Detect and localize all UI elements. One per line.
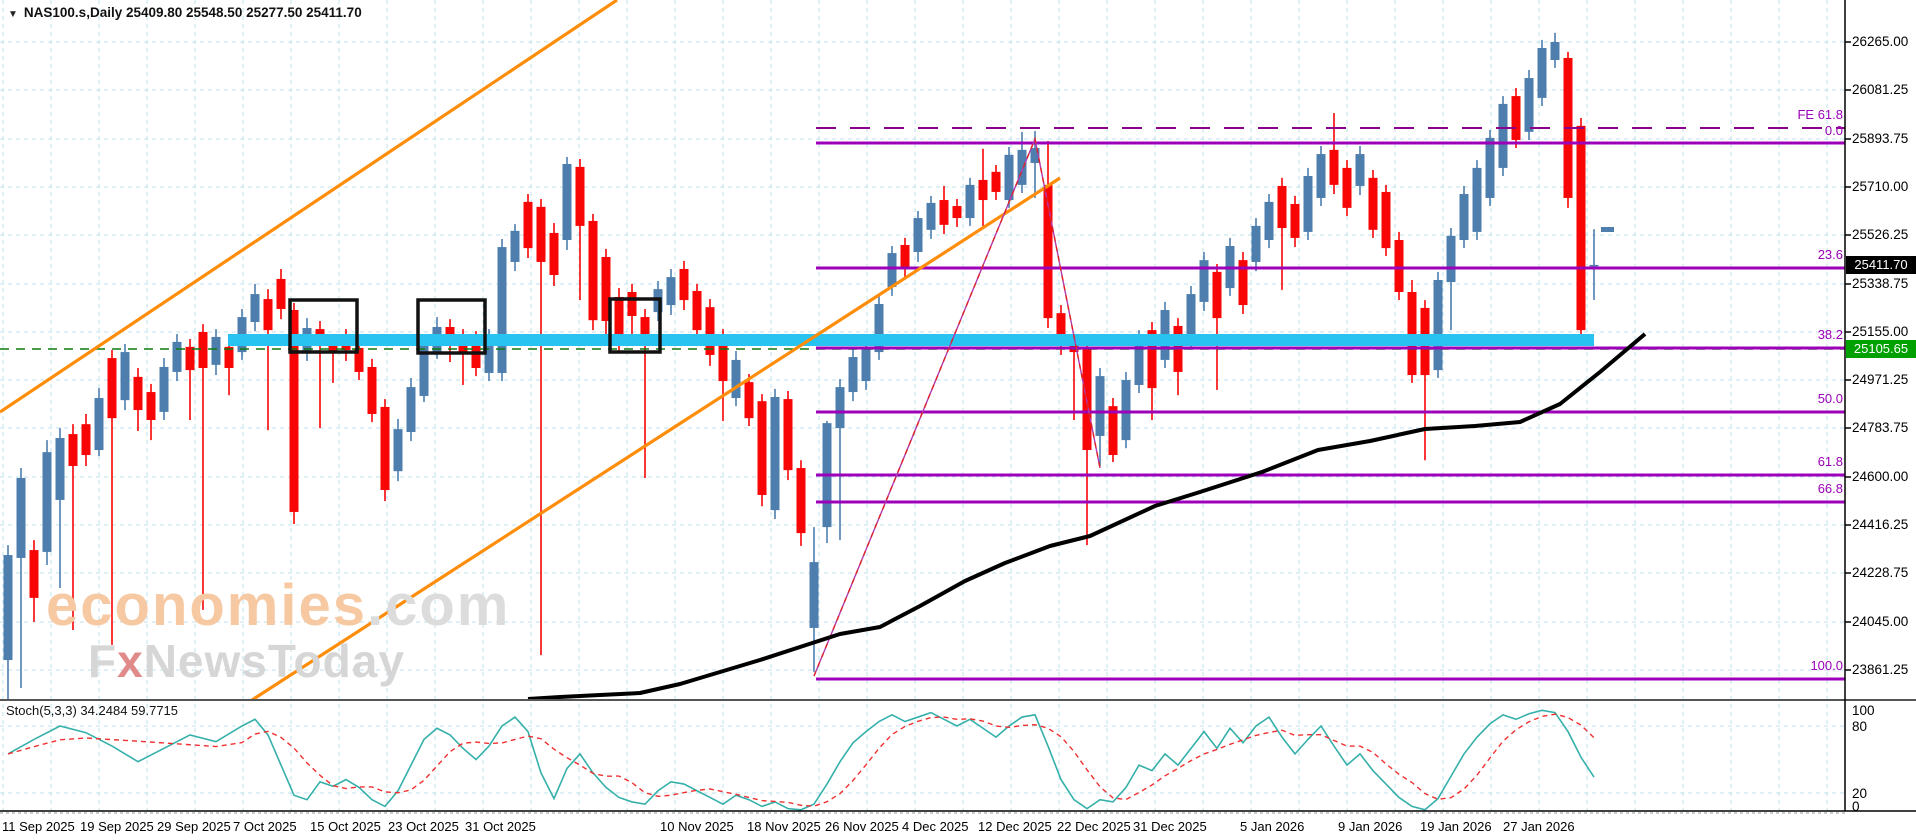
stoch-scale-label: 0 xyxy=(1852,799,1860,814)
date-axis-label[interactable]: 19 Jan 2026 xyxy=(1420,819,1492,834)
price-axis-tick: 24600.00 xyxy=(1852,469,1909,484)
stoch-scale-label: 80 xyxy=(1852,719,1868,734)
price-axis-tick: 24783.75 xyxy=(1852,420,1909,435)
price-axis-tick: 24971.25 xyxy=(1852,372,1909,387)
watermark-subtitle: FxNewsToday xyxy=(88,635,405,687)
price-axis-tick: 24228.75 xyxy=(1852,565,1909,580)
date-axis-label[interactable]: 15 Oct 2025 xyxy=(310,819,381,834)
quote-line: ▼ NAS100.s,Daily 25409.80 25548.50 25277.… xyxy=(8,5,362,22)
price-axis-tick: 24416.25 xyxy=(1852,517,1909,532)
date-axis-label[interactable]: 10 Nov 2025 xyxy=(660,819,734,834)
quote-text: NAS100.s,Daily 25409.80 25548.50 25277.5… xyxy=(23,5,362,20)
fx-cross-icon: x xyxy=(117,635,144,687)
price-axis-tick: 25526.25 xyxy=(1852,227,1909,242)
watermark-domain: .com xyxy=(367,573,511,638)
current-price-tag: 25411.70 xyxy=(1846,256,1916,274)
price-axis-tick: 26265.00 xyxy=(1852,34,1909,49)
date-axis-label[interactable]: 12 Dec 2025 xyxy=(978,819,1052,834)
fib-level-label: 50.0 xyxy=(1817,391,1843,406)
date-axis-label[interactable]: 29 Sep 2025 xyxy=(157,819,231,834)
fib-level-label: 66.8 xyxy=(1817,481,1843,496)
price-axis-tick: 26081.25 xyxy=(1852,82,1909,97)
date-axis-label[interactable]: 9 Jan 2026 xyxy=(1338,819,1403,834)
date-axis-label[interactable]: 31 Dec 2025 xyxy=(1133,819,1207,834)
fib-level-label: 23.6 xyxy=(1817,247,1843,262)
fib-level-label: 0.0 xyxy=(1824,123,1843,138)
date-axis-label[interactable]: 7 Oct 2025 xyxy=(233,819,297,834)
level-price-tag: 25105.65 xyxy=(1846,340,1916,358)
stoch-scale-label: 20 xyxy=(1852,786,1868,801)
price-axis-tick: 25893.75 xyxy=(1852,131,1909,146)
date-axis-label[interactable]: 19 Sep 2025 xyxy=(80,819,154,834)
date-axis-label[interactable]: 31 Oct 2025 xyxy=(465,819,536,834)
watermark-brand: economies xyxy=(46,573,367,638)
stoch-scale-label: 100 xyxy=(1852,703,1875,718)
price-axis-tick: 25338.75 xyxy=(1852,276,1909,291)
date-axis-label[interactable]: 11 Sep 2025 xyxy=(2,819,75,834)
date-axis-label[interactable]: 27 Jan 2026 xyxy=(1503,819,1575,834)
price-axis-tick: 25155.00 xyxy=(1852,324,1909,339)
indicator-label: Stoch(5,3,3) 34.2484 59.7715 xyxy=(6,703,179,718)
symbol-dropdown-icon[interactable]: ▼ xyxy=(8,9,18,20)
fib-level-label: FE 61.8 xyxy=(1797,107,1843,122)
fib-level-label: 61.8 xyxy=(1817,454,1843,469)
date-axis-label[interactable]: 4 Dec 2025 xyxy=(902,819,969,834)
price-axis-tick: 24045.00 xyxy=(1852,614,1909,629)
price-axis-tick: 23861.25 xyxy=(1852,662,1909,677)
fib-level-label: 38.2 xyxy=(1817,327,1843,342)
watermark-logo: economies.com xyxy=(46,577,510,635)
date-axis-label[interactable]: 23 Oct 2025 xyxy=(388,819,459,834)
date-axis-label[interactable]: 5 Jan 2026 xyxy=(1240,819,1305,834)
price-axis-tick: 25710.00 xyxy=(1852,179,1909,194)
fib-level-label: 100.0 xyxy=(1810,658,1843,673)
date-axis-label[interactable]: 26 Nov 2025 xyxy=(825,819,899,834)
date-axis-label[interactable]: 22 Dec 2025 xyxy=(1057,819,1131,834)
date-axis-label[interactable]: 18 Nov 2025 xyxy=(747,819,821,834)
